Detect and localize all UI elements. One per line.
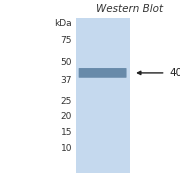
Text: 40kDa: 40kDa (169, 68, 180, 78)
Text: 50: 50 (60, 58, 72, 67)
Text: Western Blot: Western Blot (96, 4, 163, 15)
Text: 37: 37 (60, 76, 72, 85)
Text: 25: 25 (61, 97, 72, 106)
FancyBboxPatch shape (79, 68, 127, 78)
Text: 10: 10 (60, 144, 72, 153)
Text: 15: 15 (60, 128, 72, 137)
Text: kDa: kDa (54, 19, 72, 28)
Text: 20: 20 (61, 112, 72, 121)
Text: 75: 75 (60, 36, 72, 45)
Bar (76, 18, 130, 173)
